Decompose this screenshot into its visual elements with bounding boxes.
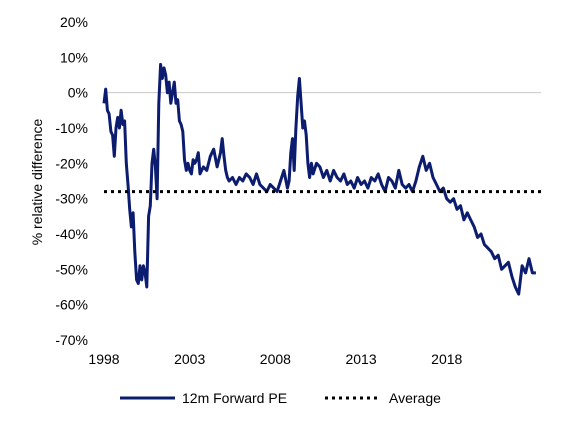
legend-label: Average — [389, 390, 441, 406]
forward-pe-line — [102, 62, 536, 296]
legend: 12m Forward PE Average — [120, 390, 441, 406]
x-tick-label: 2018 — [431, 351, 462, 367]
x-tick-label: 1998 — [88, 351, 119, 367]
y-axis-tick-labels: 20% 10% 0% -10% -20% -30% -40% -50% -60% -70% — [55, 14, 88, 348]
x-tick-label: 2003 — [174, 351, 205, 367]
plot-area — [102, 62, 541, 296]
x-tick-label: 2008 — [260, 351, 291, 367]
y-tick-label: 20% — [60, 14, 88, 30]
y-tick-label: 0% — [68, 85, 88, 101]
y-tick-label: -60% — [55, 297, 88, 313]
legend-label: 12m Forward PE — [182, 390, 287, 406]
y-tick-label: -20% — [55, 155, 88, 171]
x-tick-label: 2013 — [345, 351, 376, 367]
y-tick-label: -50% — [55, 261, 88, 277]
y-tick-label: -70% — [55, 332, 88, 348]
x-axis-tick-labels: 1998 2003 2008 2013 2018 — [88, 351, 462, 367]
y-tick-label: -30% — [55, 191, 88, 207]
y-tick-label: 10% — [60, 49, 88, 65]
y-axis-title: % relative difference — [29, 118, 45, 245]
y-tick-label: -40% — [55, 226, 88, 242]
y-tick-label: -10% — [55, 120, 88, 136]
